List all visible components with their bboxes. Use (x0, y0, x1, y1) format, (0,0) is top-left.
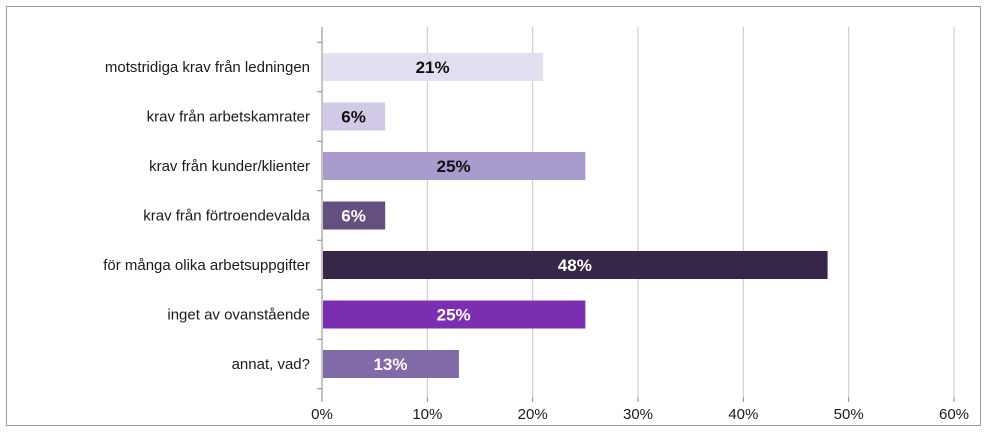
value-label: 48% (558, 256, 592, 275)
category-label: för många olika arbetsuppgifter (103, 257, 310, 274)
x-tick-label: 40% (728, 406, 758, 423)
value-label: 6% (341, 108, 366, 127)
x-tick-label: 60% (939, 406, 969, 423)
bar (323, 201, 386, 230)
value-label: 6% (341, 207, 366, 226)
bar (323, 350, 459, 378)
labels: 0% 10% 20% 30% 40% 50% 60% motstridiga krav frå… (103, 58, 969, 423)
value-label: 21% (416, 58, 450, 77)
value-label: 25% (437, 306, 471, 325)
x-tick-label: 0% (311, 406, 333, 423)
category-label: inget av ovanstående (167, 307, 310, 324)
bar (323, 102, 386, 131)
bar (323, 300, 586, 329)
x-tick-label: 20% (518, 406, 548, 423)
axes (317, 27, 955, 402)
bar (323, 251, 828, 279)
category-label: krav från arbetskamrater (147, 109, 310, 126)
value-label: 13% (373, 355, 407, 374)
bar-chart: 0% 10% 20% 30% 40% 50% 60% motstridiga krav frå… (103, 27, 969, 423)
category-label: annat, vad? (232, 356, 310, 373)
x-tick-label: 50% (834, 406, 864, 423)
bar (323, 53, 544, 81)
category-label: krav från förtroendevalda (143, 208, 310, 225)
chart-frame: 0% 10% 20% 30% 40% 50% 60% motstridiga krav frå… (6, 6, 981, 426)
x-tick-label: 10% (412, 406, 442, 423)
value-label: 25% (437, 157, 471, 176)
x-tick-label: 30% (623, 406, 653, 423)
bars (323, 53, 828, 378)
gridlines (426, 27, 955, 397)
category-label: krav från kunder/klienter (149, 158, 310, 175)
category-label: motstridiga krav från ledningen (105, 59, 310, 76)
bar (323, 152, 586, 180)
